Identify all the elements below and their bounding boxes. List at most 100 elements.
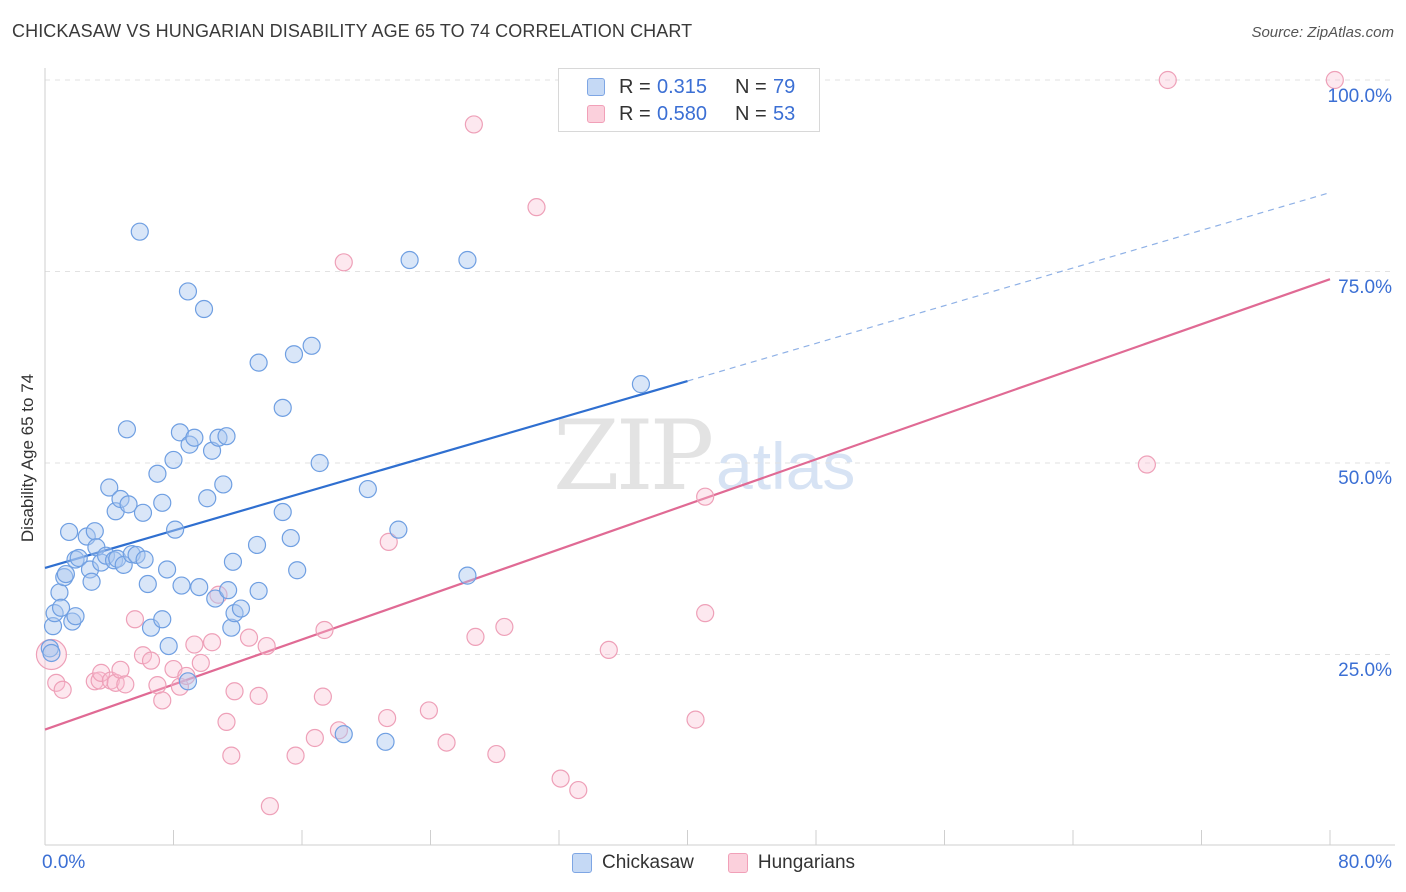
y-tick-100: 100.0% bbox=[1327, 86, 1392, 107]
point-chickasaw bbox=[55, 568, 74, 587]
point-hungarians bbox=[202, 633, 222, 652]
chart-title: CHICKASAW VS HUNGARIAN DISABILITY AGE 65… bbox=[12, 21, 693, 41]
source-label: Source: ZipAtlas.com bbox=[1251, 24, 1394, 41]
n-label: N = bbox=[735, 75, 767, 98]
point-chickasaw bbox=[376, 732, 395, 751]
point-chickasaw bbox=[82, 572, 101, 591]
point-hungarians bbox=[225, 682, 244, 701]
point-hungarians bbox=[313, 687, 332, 706]
point-chickasaw bbox=[223, 552, 243, 571]
legend-label: Chickasaw bbox=[602, 852, 694, 873]
point-chickasaw bbox=[172, 576, 191, 595]
point-chickasaw bbox=[284, 345, 304, 364]
point-chickasaw bbox=[206, 589, 225, 608]
point-hungarians bbox=[378, 708, 397, 728]
point-chickasaw bbox=[117, 420, 137, 439]
blue-swatch bbox=[572, 853, 592, 873]
point-hungarians bbox=[141, 651, 161, 670]
point-hungarians bbox=[569, 780, 588, 800]
point-chickasaw bbox=[63, 612, 82, 631]
point-chickasaw bbox=[59, 522, 79, 542]
point-hungarians bbox=[1158, 70, 1177, 90]
n-label: N = bbox=[735, 102, 767, 125]
n-value: 79 bbox=[773, 75, 796, 98]
point-hungarians bbox=[487, 744, 506, 764]
point-hungarians bbox=[116, 675, 135, 694]
point-chickasaw bbox=[458, 566, 477, 585]
point-chickasaw bbox=[400, 250, 419, 270]
point-chickasaw bbox=[273, 398, 292, 417]
point-chickasaw bbox=[153, 493, 172, 512]
y-tick-50: 50.0% bbox=[1338, 468, 1392, 489]
point-hungarians bbox=[222, 746, 241, 765]
point-chickasaw bbox=[51, 598, 71, 617]
point-chickasaw bbox=[249, 581, 268, 601]
point-chickasaw bbox=[166, 520, 185, 539]
n-value: 53 bbox=[773, 102, 796, 125]
pink-swatch bbox=[727, 853, 748, 873]
watermark-atlas: atlas bbox=[716, 429, 856, 503]
point-chickasaw bbox=[85, 522, 104, 541]
point-hungarians bbox=[153, 691, 172, 710]
legend-row-hungarians: R = 0.580 N = 53 bbox=[587, 102, 795, 126]
point-hungarians bbox=[686, 710, 705, 729]
point-hungarians bbox=[217, 712, 236, 732]
gridlines bbox=[45, 79, 1395, 655]
point-chickasaw bbox=[302, 336, 321, 355]
point-chickasaw bbox=[130, 222, 149, 241]
legend-item-hungarians[interactable]: Hungarians bbox=[727, 852, 856, 874]
point-hungarians bbox=[257, 636, 276, 656]
point-chickasaw bbox=[458, 250, 477, 270]
point-chickasaw bbox=[43, 617, 63, 636]
point-hungarians bbox=[464, 115, 483, 134]
point-chickasaw bbox=[153, 610, 172, 629]
point-hungarians bbox=[334, 253, 353, 272]
point-chickasaw bbox=[100, 478, 119, 497]
r-label: R = bbox=[619, 102, 651, 125]
point-chickasaw bbox=[190, 577, 209, 597]
trend-lines bbox=[44, 192, 1331, 731]
blue-swatch bbox=[587, 78, 605, 96]
r-value: 0.580 bbox=[657, 102, 708, 125]
legend-item-chickasaw[interactable]: Chickasaw bbox=[572, 852, 694, 874]
y-axis-label: Disability Age 65 to 74 bbox=[18, 373, 37, 543]
data-points bbox=[35, 70, 1344, 816]
point-chickasaw bbox=[164, 450, 183, 470]
point-chickasaw bbox=[42, 643, 61, 663]
correlation-legend: R = 0.315 N = 79 R = 0.580 N = 53 bbox=[558, 68, 820, 132]
trend-line-chickasaw bbox=[44, 379, 688, 569]
r-label: R = bbox=[619, 75, 651, 98]
point-chickasaw bbox=[185, 428, 204, 447]
point-hungarians bbox=[696, 487, 715, 506]
pink-swatch bbox=[587, 105, 605, 123]
point-chickasaw bbox=[194, 299, 214, 319]
legend-label: Hungarians bbox=[757, 852, 856, 873]
point-chickasaw bbox=[157, 560, 177, 579]
axes bbox=[44, 68, 1395, 846]
point-chickasaw bbox=[66, 607, 85, 626]
point-hungarians bbox=[239, 628, 259, 647]
point-hungarians bbox=[111, 660, 130, 679]
point-hungarians bbox=[466, 627, 485, 646]
point-hungarians bbox=[437, 733, 456, 752]
point-hungarians bbox=[185, 635, 204, 654]
point-hungarians bbox=[47, 673, 66, 692]
point-chickasaw bbox=[219, 581, 238, 600]
point-hungarians bbox=[260, 797, 279, 816]
point-hungarians bbox=[148, 676, 167, 695]
point-hungarians bbox=[419, 701, 438, 720]
point-chickasaw bbox=[222, 618, 241, 637]
x-tick-max: 80.0% bbox=[1338, 852, 1392, 873]
point-hungarians bbox=[495, 617, 514, 637]
trend-line-chickasaw-extension bbox=[687, 192, 1331, 382]
point-hungarians bbox=[1325, 70, 1344, 90]
point-hungarians bbox=[305, 728, 324, 748]
point-chickasaw bbox=[69, 548, 88, 568]
point-chickasaw bbox=[159, 636, 178, 656]
point-chickasaw bbox=[231, 599, 251, 618]
point-hungarians bbox=[379, 532, 398, 551]
point-chickasaw bbox=[281, 528, 300, 548]
point-chickasaw bbox=[358, 479, 377, 499]
point-chickasaw bbox=[119, 495, 138, 514]
